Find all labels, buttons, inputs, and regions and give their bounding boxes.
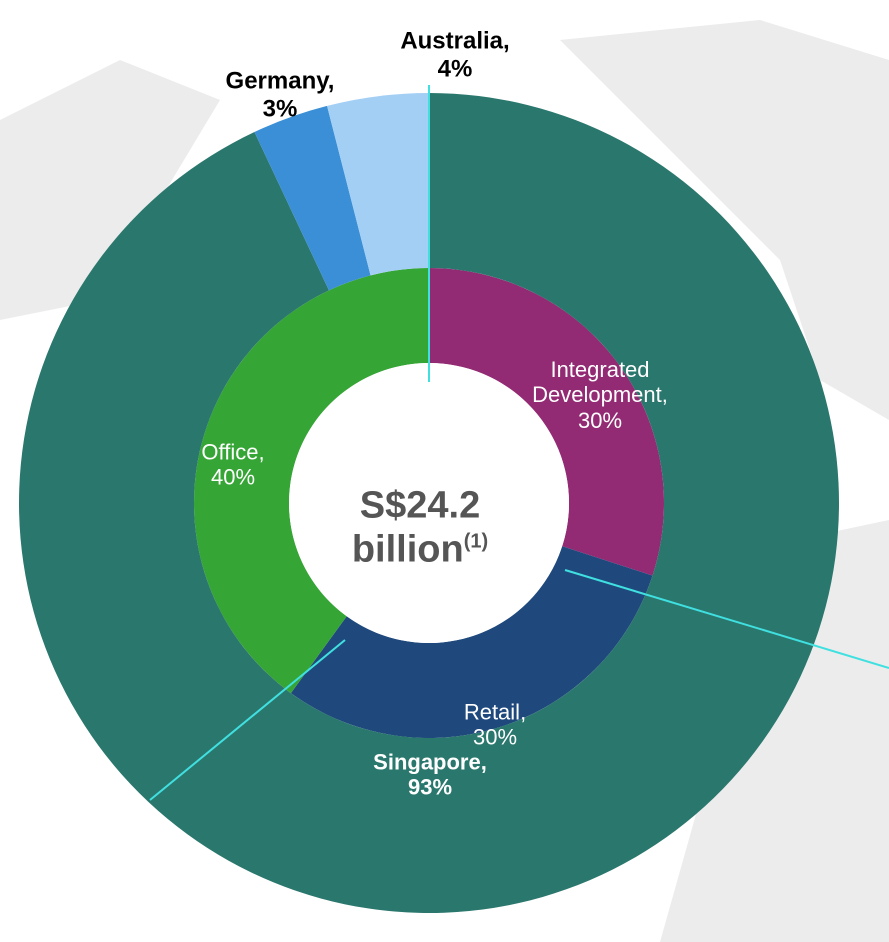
rings	[18, 93, 839, 914]
background-map	[0, 20, 889, 942]
donut-slice	[429, 268, 665, 576]
slice-label: Australia, 4%	[400, 27, 510, 82]
slice-label: Integrated Development, 30%	[532, 357, 668, 433]
donut-slice	[254, 105, 371, 291]
donut-slice	[193, 268, 429, 694]
center-hole	[289, 363, 569, 643]
center-unit: billion	[351, 528, 464, 570]
slice-label: Office, 40%	[201, 439, 265, 490]
slice-label: Singapore, 93%	[373, 749, 487, 800]
donut-slice	[18, 93, 839, 914]
donut-slice	[327, 93, 429, 276]
slice-label: Retail, 30%	[463, 699, 527, 750]
center-note: (1)	[463, 530, 489, 553]
center-amount: S$24.2	[359, 484, 481, 527]
donut-slice	[290, 546, 653, 738]
slice-label: Germany, 3%	[225, 67, 335, 122]
center-label: S$24.2 billion(1)	[352, 484, 488, 571]
leader-lines	[149, 85, 889, 801]
